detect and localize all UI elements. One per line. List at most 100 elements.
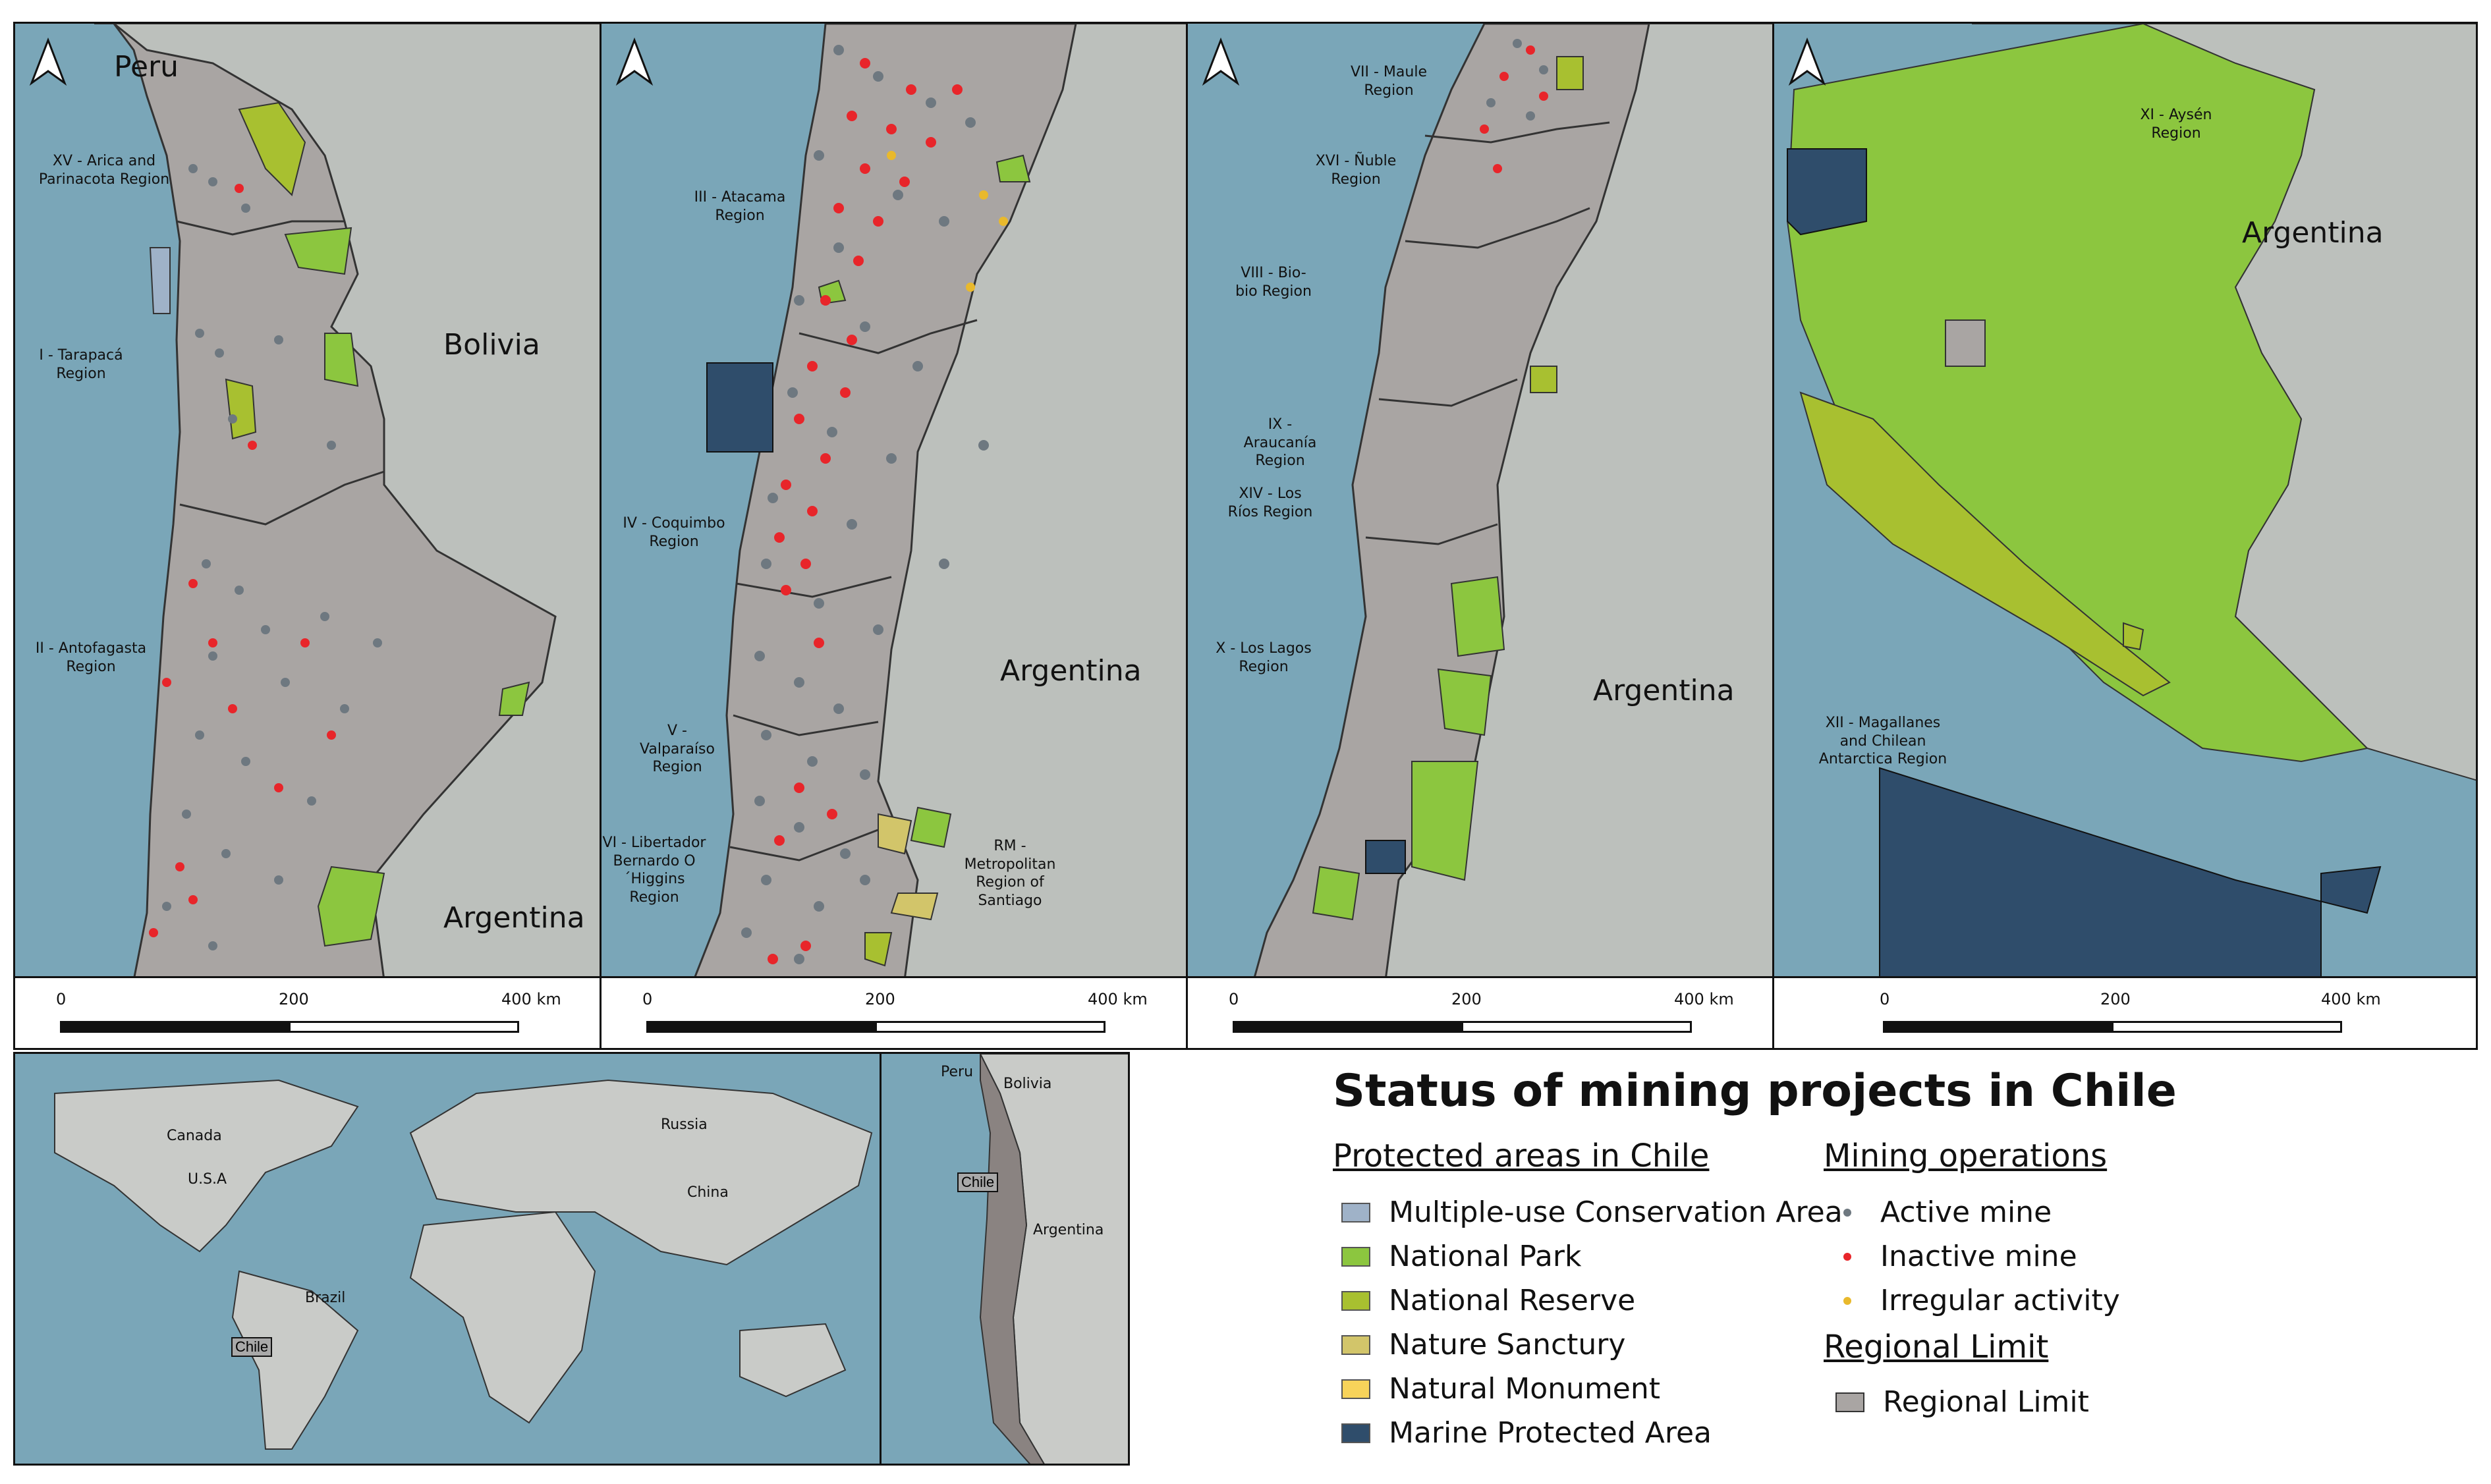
chile-land-central-south <box>1254 24 1650 976</box>
regional-limit-8 <box>1405 207 1590 249</box>
map-panel-south-canvas <box>1786 24 2476 976</box>
inset-label: Russia <box>661 1116 708 1133</box>
national-park-8 <box>910 806 952 848</box>
map-panel-central-south-canvas <box>1254 24 1772 976</box>
region-label: IX - Araucanía Region <box>1243 416 1317 469</box>
national-reserve-4 <box>1530 366 1557 393</box>
inset-label: Bolivia <box>1003 1076 1052 1092</box>
region-label: VI - Libertador Bernardo O´Higgins Regio… <box>602 835 706 906</box>
national-park-2 <box>284 227 352 275</box>
scale-bar-panel-2: 0 200 400 km <box>600 976 1188 1050</box>
active-mines-panel-3 <box>1486 39 1548 121</box>
marine-protected-area-1 <box>706 362 773 453</box>
legend-label: National Reserve <box>1389 1284 1636 1317</box>
scale-tick: 0 <box>1880 990 1890 1008</box>
national-reserve-2 <box>864 932 893 967</box>
inset-label: Canada <box>167 1128 222 1144</box>
country-label-argentina: Argentina <box>443 901 585 935</box>
region-label: XV - Arica and Parinacota Region <box>38 153 170 188</box>
inactive-mines-panel-1 <box>149 184 336 937</box>
regional-limit-1 <box>176 220 345 236</box>
map-panel-north: Peru Bolivia Argentina XV - Arica and Pa… <box>13 22 602 978</box>
chile-land-north <box>113 24 557 976</box>
scale-tick: 400 km <box>501 990 561 1008</box>
legend-label: Irregular activity <box>1880 1284 2120 1317</box>
legend-heading-protected: Protected areas in Chile <box>1333 1138 1710 1174</box>
regional-limit-10 <box>1365 523 1498 545</box>
legend-item-multiple-use: Multiple-use Conservation Area <box>1341 1195 1843 1229</box>
world-inset-canvas <box>54 1079 873 1450</box>
map-panel-central-north-canvas <box>694 24 1186 976</box>
scale-bar-white <box>289 1021 519 1033</box>
legend-heading-regional-limit: Regional Limit <box>1824 1329 2049 1365</box>
inset-label: Peru <box>941 1064 974 1080</box>
scale-bar-panel-3: 0 200 400 km <box>1186 976 1774 1050</box>
region-label: XVI - Ñuble Region <box>1315 153 1397 188</box>
legend-item-nature-sanctuary: Nature Sanctury <box>1341 1328 1625 1361</box>
world-eurasia <box>409 1079 873 1266</box>
world-north-america <box>54 1079 359 1253</box>
inset-label-chile: Chile <box>957 1172 999 1192</box>
nature-sanctuary-2 <box>890 893 939 921</box>
north-arrow-icon <box>615 37 654 86</box>
scale-tick: 400 km <box>1674 990 1734 1008</box>
page-title: Status of mining projects in Chile <box>1333 1065 2177 1117</box>
region-label: I - Tarapacá Region <box>39 347 123 382</box>
multiple-use-swatch <box>1341 1202 1370 1223</box>
regional-limit-6 <box>729 826 885 862</box>
south-america-inset-canvas <box>979 1054 1128 1464</box>
regional-limit-3 <box>798 319 978 354</box>
scale-tick: 200 <box>865 990 895 1008</box>
inset-label: Argentina <box>1033 1222 1104 1238</box>
region-label: XII - Magallanes and Chilean Antarctica … <box>1818 715 1947 767</box>
legend-label: National Park <box>1389 1240 1582 1273</box>
legend-label: Nature Sanctury <box>1389 1328 1626 1361</box>
sa-chile <box>979 1054 1045 1464</box>
region-label: XI - Aysén Region <box>2140 107 2212 142</box>
regional-limit-7 <box>1424 121 1610 144</box>
active-mines-panel-2 <box>741 45 989 964</box>
region-label: IV - Coquimbo Region <box>623 515 725 550</box>
country-label-argentina: Argentina <box>2242 216 2384 250</box>
legend-item-national-reserve: National Reserve <box>1341 1284 1635 1317</box>
national-park-swatch <box>1341 1246 1370 1267</box>
north-arrow-icon <box>1788 37 1826 86</box>
map-panel-north-canvas <box>94 24 600 976</box>
scale-bar-white <box>875 1021 1106 1033</box>
marine-protected-area-3 <box>1787 148 1867 236</box>
map-panel-south: Argentina XI - Aysén Region XII - Magall… <box>1772 22 2478 978</box>
regional-limit-4 <box>736 576 892 598</box>
legend-label: Inactive mine <box>1880 1240 2077 1273</box>
region-label: V - Valparaíso Region <box>640 723 715 775</box>
natural-monument-swatch <box>1341 1379 1370 1399</box>
scale-tick: 200 <box>1451 990 1482 1008</box>
country-label-argentina: Argentina <box>1000 654 1142 688</box>
legend-item-marine-protected: Marine Protected Area <box>1341 1416 1712 1450</box>
legend-item-regional-limit: Regional Limit <box>1835 1385 2089 1419</box>
legend-item-active-mine: Active mine <box>1830 1195 2052 1229</box>
legend-label: Natural Monument <box>1389 1372 1661 1406</box>
region-label: RM - Metropolitan Region of Santiago <box>964 838 1056 909</box>
national-park-1 <box>238 101 306 196</box>
scale-tick: 0 <box>642 990 653 1008</box>
marine-protected-area-2 <box>1365 840 1406 874</box>
scale-bar-black <box>1883 1021 2113 1033</box>
national-reserve-5 <box>1799 391 2171 697</box>
regional-limit-9 <box>1378 378 1518 407</box>
scale-bar-panel-4: 0 200 400 km <box>1772 976 2478 1050</box>
country-label-peru: Peru <box>114 50 179 84</box>
national-park-3 <box>324 333 359 387</box>
world-inset-map: Canada U.S.A Russia China Brazil Chile <box>13 1052 882 1466</box>
scale-tick: 0 <box>1229 990 1239 1008</box>
regional-limit-aysen <box>1945 319 1986 367</box>
inactive-mine-dot-icon <box>1843 1252 1851 1261</box>
active-mines-panel-1 <box>162 164 382 950</box>
national-reserve-3 <box>1556 56 1584 90</box>
irregular-activity-panel-2 <box>887 151 1008 292</box>
legend-item-national-park: National Park <box>1341 1240 1581 1273</box>
inset-label: China <box>687 1184 729 1201</box>
scale-bar-black <box>60 1021 291 1033</box>
national-park-12 <box>1312 866 1360 921</box>
legend-item-natural-monument: Natural Monument <box>1341 1372 1660 1406</box>
nature-sanctuary-swatch <box>1341 1334 1370 1355</box>
